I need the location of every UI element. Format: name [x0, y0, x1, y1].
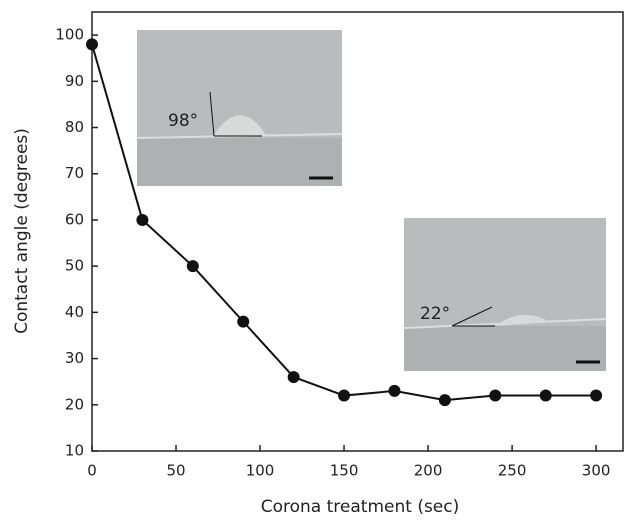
data-point [136, 213, 149, 226]
y-tick-label: 70 [65, 164, 84, 182]
data-point [438, 394, 451, 407]
data-point [539, 389, 552, 402]
y-tick-label: 50 [65, 257, 84, 275]
data-point [237, 315, 250, 328]
y-tick-label: 30 [65, 349, 84, 367]
x-tick-label: 0 [87, 462, 97, 480]
y-tick-label: 100 [55, 26, 84, 44]
droplet [213, 115, 266, 136]
plot-frame [91, 11, 624, 452]
annotation: 22° [420, 304, 450, 324]
y-tick-label: 90 [65, 72, 84, 90]
data-point [86, 38, 98, 51]
x-tick-label: 300 [582, 462, 611, 480]
angle-line [209, 91, 215, 137]
x-tick-label: 200 [414, 462, 443, 480]
x-tick-label: 50 [166, 462, 185, 480]
inset-98: 98° [136, 30, 343, 186]
data-point [489, 389, 502, 402]
y-tick-label: 60 [65, 210, 84, 228]
data-point [186, 260, 199, 273]
inset-22: 22° [403, 218, 607, 371]
data-point [388, 384, 401, 397]
y-tick-label: 10 [65, 442, 84, 460]
data-point [287, 371, 300, 384]
x-tick-label: 250 [498, 462, 527, 480]
x-axis-title: Corona treatment (sec) [261, 497, 460, 517]
inset-surface [137, 138, 342, 186]
y-axis-title: Contact angle (degrees) [12, 128, 32, 334]
x-tick-label: 150 [330, 462, 359, 480]
y-tick-label: 40 [65, 303, 84, 321]
annotation: 98° [168, 111, 198, 131]
droplet [495, 314, 550, 326]
y-tick-label: 20 [65, 395, 84, 413]
x-tick-label: 100 [246, 462, 275, 480]
angle-line [451, 306, 493, 327]
data-point [590, 389, 603, 402]
inset-surface [404, 326, 606, 371]
y-tick-label: 80 [65, 118, 84, 136]
data-point [338, 389, 351, 402]
